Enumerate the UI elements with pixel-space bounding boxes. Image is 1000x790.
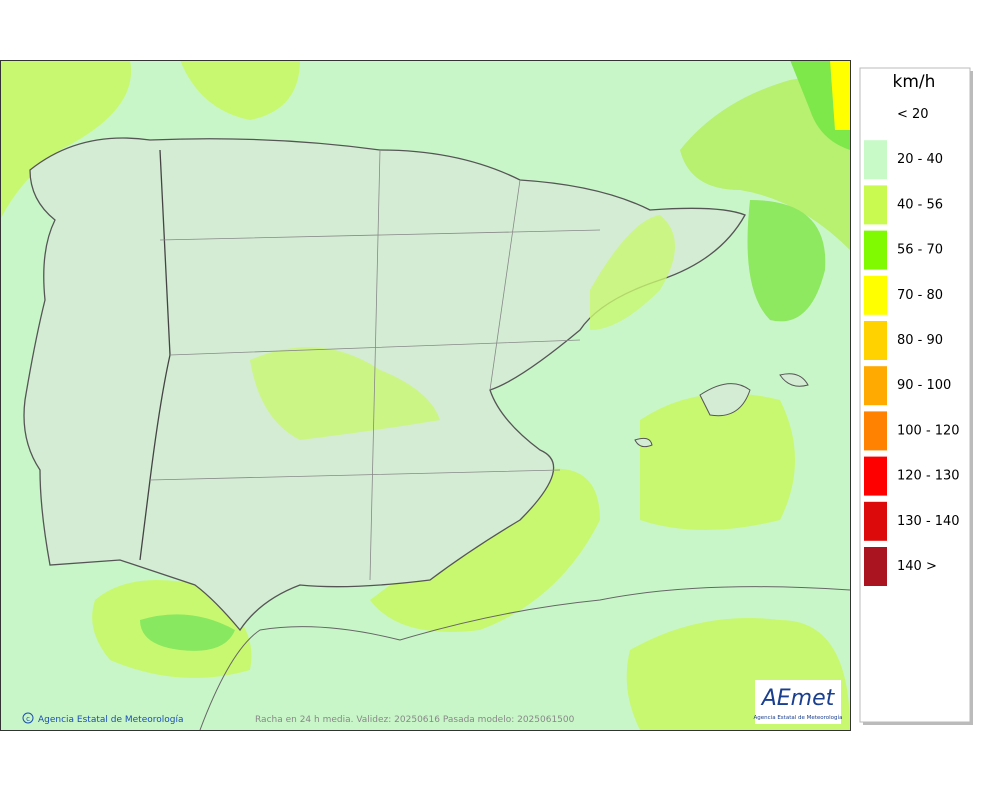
legend-swatch bbox=[864, 411, 887, 451]
legend-label: 120 - 130 bbox=[897, 469, 960, 484]
legend-label: 130 - 140 bbox=[897, 514, 960, 529]
africa-coast bbox=[199, 586, 850, 730]
legend-label: 56 - 70 bbox=[897, 243, 943, 258]
wind-zone bbox=[250, 347, 440, 440]
wind-zone bbox=[140, 614, 235, 651]
wind-zone bbox=[370, 468, 600, 632]
legend-label: 100 - 120 bbox=[897, 423, 960, 438]
legend-swatch bbox=[864, 230, 887, 270]
wind-zone bbox=[0, 60, 132, 220]
logo-box bbox=[755, 680, 841, 724]
credit: Agencia Estatal de Meteorología bbox=[38, 715, 184, 725]
region-border bbox=[149, 149, 601, 581]
legend-unit: km/h bbox=[893, 72, 936, 92]
islands bbox=[634, 373, 809, 448]
wind-zone bbox=[180, 60, 300, 120]
wind-zone bbox=[680, 70, 850, 250]
copyright-icon: c bbox=[26, 715, 30, 723]
copyright-icon bbox=[22, 712, 34, 724]
legend-label: 140 > bbox=[897, 559, 937, 574]
legend-swatch bbox=[864, 321, 887, 360]
map-frame bbox=[0, 60, 851, 731]
legend-label: < 20 bbox=[897, 107, 929, 122]
legend-swatch bbox=[864, 140, 887, 180]
wind-zone bbox=[640, 393, 795, 530]
legend-swatch bbox=[864, 275, 887, 315]
legend-swatch bbox=[864, 501, 887, 541]
legend-swatch bbox=[864, 366, 887, 406]
legend-label: 40 - 56 bbox=[897, 197, 943, 212]
logo-subtitle: Agencia Estatal de Meteorología bbox=[754, 714, 843, 721]
wind-zone bbox=[747, 200, 826, 322]
legend-label: 90 - 100 bbox=[897, 378, 951, 393]
logo-title: AEmet bbox=[760, 686, 836, 711]
legend-swatch bbox=[864, 547, 887, 586]
legend-label: 80 - 90 bbox=[897, 333, 943, 348]
map: c Agencia Estatal de Meteorología Racha … bbox=[0, 60, 850, 730]
border bbox=[139, 149, 171, 561]
wind-zone bbox=[590, 215, 675, 330]
footer: Racha en 24 h media. Validez: 20250616 P… bbox=[255, 715, 575, 725]
legend-label: 20 - 40 bbox=[897, 152, 943, 167]
legend-swatch bbox=[864, 456, 887, 496]
legend-swatch bbox=[864, 185, 887, 225]
wind-zone bbox=[830, 60, 850, 130]
legend-label: 70 - 80 bbox=[897, 288, 943, 303]
